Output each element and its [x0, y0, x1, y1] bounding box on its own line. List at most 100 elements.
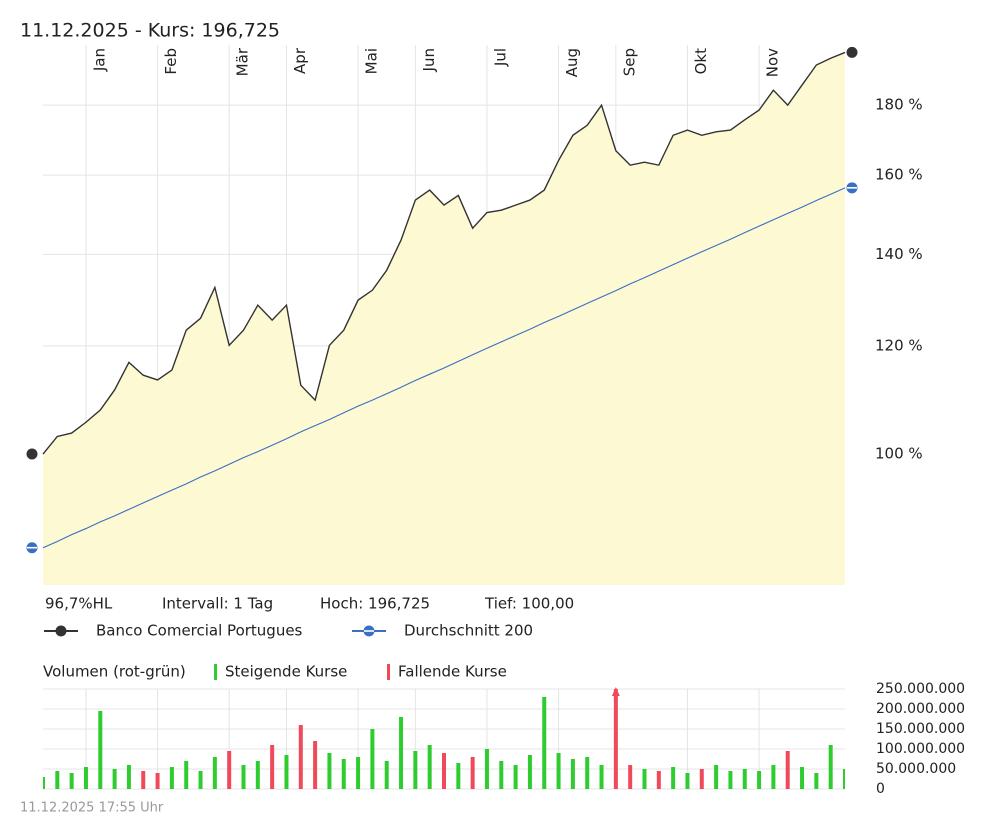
bar: [742, 769, 747, 789]
overflow-arrow: [611, 687, 620, 696]
bar: [642, 769, 647, 789]
bar: [470, 757, 475, 789]
bar: [413, 751, 418, 789]
stat-text: Intervall: 1 Tag: [162, 595, 273, 613]
y-tick-label: 50.000.000: [876, 761, 956, 777]
bar: [384, 761, 389, 789]
legend-marker: [387, 664, 390, 680]
bar: [98, 711, 103, 789]
bar: [699, 769, 704, 789]
bar: [828, 745, 833, 789]
bar: [427, 745, 432, 789]
legend-marker: [55, 625, 67, 637]
legend-label: Fallende Kurse: [398, 663, 507, 681]
bar: [656, 771, 661, 789]
x-tick-label: Mai: [363, 48, 381, 74]
bar: [169, 767, 174, 789]
y-tick-label: 200.000.000: [876, 701, 965, 717]
stat-text: 96,7%HL: [45, 595, 113, 613]
bar: [341, 759, 346, 789]
bar: [184, 761, 189, 789]
bar: [212, 757, 217, 789]
bar: [570, 759, 575, 789]
bar: [399, 717, 404, 789]
y-tick-label: 140 %: [875, 245, 923, 263]
bar: [198, 771, 203, 789]
bar: [628, 765, 633, 789]
bar: [685, 773, 690, 789]
stat-text: Hoch: 196,725: [320, 595, 430, 613]
bar: [843, 769, 845, 789]
bar: [671, 767, 676, 789]
bar: [442, 753, 446, 789]
bar: [599, 765, 604, 789]
bar: [800, 767, 805, 789]
y-tick-label: 250.000.000: [876, 681, 965, 697]
y-tick-label: 150.000.000: [876, 721, 965, 737]
x-tick-label: Mär: [234, 47, 252, 76]
area: [43, 52, 845, 585]
end-marker: [846, 46, 858, 58]
bar: [141, 771, 146, 789]
bar: [284, 755, 289, 789]
footer: 11.12.2025 17:55 Uhr: [20, 801, 164, 816]
bars: [43, 689, 845, 789]
x-tick-label: Jun: [420, 48, 438, 72]
bar: [69, 773, 74, 789]
bar: [785, 751, 790, 789]
bar: [313, 741, 318, 789]
stat-text: Tief: 100,00: [484, 595, 574, 613]
bar: [513, 765, 518, 789]
bar: [55, 771, 60, 789]
bar: [728, 771, 733, 789]
x-tick-label: Apr: [291, 47, 309, 74]
bar: [757, 771, 762, 789]
bar: [227, 751, 232, 789]
bar: [126, 765, 131, 789]
bar: [585, 757, 590, 789]
x-tick-label: Jul: [491, 48, 509, 67]
bar: [356, 757, 361, 789]
end-marker: [26, 448, 38, 460]
bar: [370, 729, 375, 789]
bar: [241, 765, 246, 789]
legend-label: Steigende Kurse: [225, 663, 347, 681]
bar: [155, 773, 160, 789]
bar: [43, 777, 45, 789]
bar: [484, 749, 489, 789]
y-tick-label: 100.000.000: [876, 741, 965, 757]
bar: [255, 761, 260, 789]
legend-label: Banco Comercial Portugues: [96, 622, 303, 640]
legend-label: Durchschnitt 200: [404, 622, 533, 640]
chart-title: 11.12.2025 - Kurs: 196,725: [20, 20, 280, 42]
bar: [270, 745, 275, 789]
line: [42, 187, 846, 549]
y-tick-label: 100 %: [875, 445, 923, 463]
bar: [499, 761, 504, 789]
bar: [527, 755, 532, 789]
bar: [714, 765, 719, 789]
volume-title: Volumen (rot-grün): [43, 663, 186, 681]
x-tick-label: Sep: [620, 48, 638, 76]
bar: [613, 689, 618, 789]
x-tick-label: Nov: [764, 48, 782, 77]
bar: [112, 769, 117, 789]
line: [42, 51, 846, 455]
bar: [83, 767, 88, 789]
x-tick-label: Feb: [162, 48, 180, 75]
y-tick-label: 0: [876, 781, 885, 797]
bar: [814, 773, 819, 789]
x-tick-label: Okt: [692, 48, 710, 74]
legend-marker: [214, 664, 217, 680]
bar: [771, 765, 776, 789]
bar: [542, 697, 547, 789]
bar: [298, 725, 303, 789]
x-tick-label: Jan: [90, 48, 108, 72]
y-tick-label: 160 %: [875, 166, 923, 184]
y-tick-label: 120 %: [875, 336, 923, 354]
bar: [456, 763, 461, 789]
bar: [327, 753, 332, 789]
x-tick-label: Aug: [563, 48, 581, 77]
bar: [556, 753, 561, 789]
